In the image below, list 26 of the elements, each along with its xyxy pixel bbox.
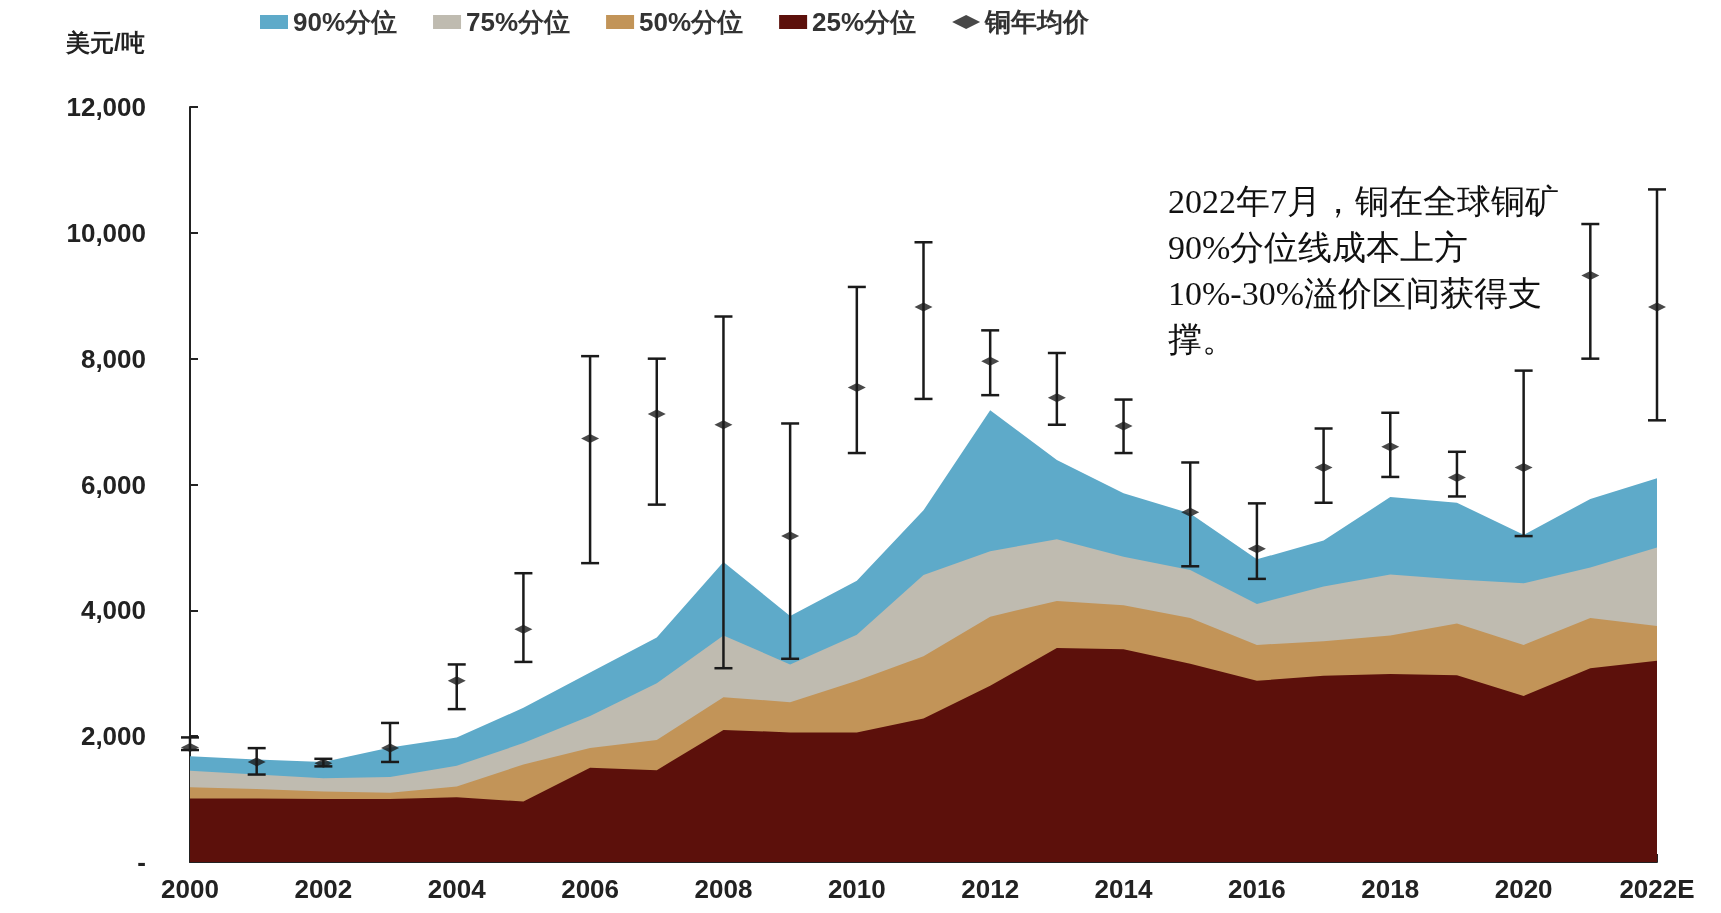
x-tick-label: 2012 [961,874,1020,904]
y-tick-label: 4,000 [80,595,146,626]
legend-label: 铜年均价 [984,7,1091,37]
y-tick-label: 6,000 [80,469,146,500]
x-tick-label: 2016 [1227,874,1286,904]
legend-label: 90%分位 [293,7,398,37]
y-axis-title: 美元/吨 [65,28,145,56]
x-tick-label: 2020 [1494,874,1553,904]
y-tick-label: 10,000 [66,217,146,248]
annotation: 2022年7月，铜在全球铜矿90%分位线成本上方10%-30%溢价区间获得支撑。 [1168,182,1559,358]
x-tick-label: 2022E [1619,874,1695,904]
y-tick-label: 2,000 [80,721,146,752]
legend-label: 50%分位 [639,7,744,37]
x-tick-label: 2010 [827,874,886,904]
legend-label: 75%分位 [466,7,571,37]
x-tick-label: 2008 [694,874,753,904]
x-tick-label: 2004 [427,874,487,904]
x-tick-label: 2000 [161,874,219,904]
x-tick-label: 2002 [294,874,353,904]
legend-label: 25%分位 [812,7,917,37]
x-tick-label: 2006 [561,874,620,904]
x-tick-label: 2014 [1094,874,1153,904]
y-tick-label: 8,000 [80,343,146,374]
x-tick-label: 2018 [1361,874,1420,904]
y-tick-label: - [137,847,146,877]
y-tick-label: 12,000 [66,92,146,122]
